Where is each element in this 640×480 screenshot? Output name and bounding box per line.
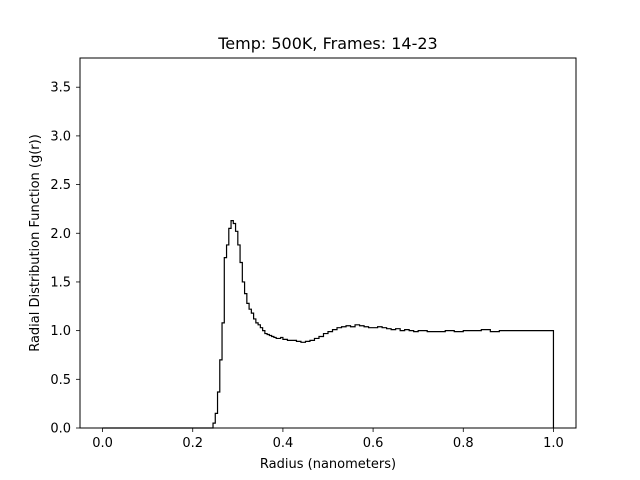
y-tick-label: 1.0 bbox=[50, 324, 71, 339]
x-axis-ticks: 0.0 0.2 0.4 0.6 0.8 1.0 bbox=[92, 428, 564, 451]
y-tick-label: 2.0 bbox=[50, 227, 71, 242]
x-tick-label: 0.4 bbox=[273, 436, 294, 451]
y-tick-label: 0.5 bbox=[50, 373, 71, 388]
x-tick-label: 0.2 bbox=[182, 436, 203, 451]
y-tick-label: 3.5 bbox=[50, 81, 71, 96]
y-tick-label: 1.5 bbox=[50, 275, 71, 290]
x-tick-label: 0.8 bbox=[453, 436, 474, 451]
y-tick-label: 0.0 bbox=[50, 422, 71, 437]
plot-area bbox=[102, 220, 555, 429]
y-axis-label: Radial Distribution Function (g(r)) bbox=[28, 134, 43, 352]
y-tick-label: 2.5 bbox=[50, 178, 71, 193]
y-tick-label: 3.0 bbox=[50, 129, 71, 144]
x-tick-label: 1.0 bbox=[543, 436, 564, 451]
axes-frame bbox=[79, 57, 577, 429]
x-tick-label: 0.6 bbox=[363, 436, 384, 451]
rdf-step-line bbox=[102, 220, 555, 429]
x-axis-label: Radius (nanometers) bbox=[260, 457, 396, 472]
y-axis-ticks: 0.0 0.5 1.0 1.5 2.0 2.5 3.0 3.5 bbox=[50, 81, 80, 437]
chart-title: Temp: 500K, Frames: 14-23 bbox=[217, 34, 437, 53]
x-tick-label: 0.0 bbox=[92, 436, 113, 451]
